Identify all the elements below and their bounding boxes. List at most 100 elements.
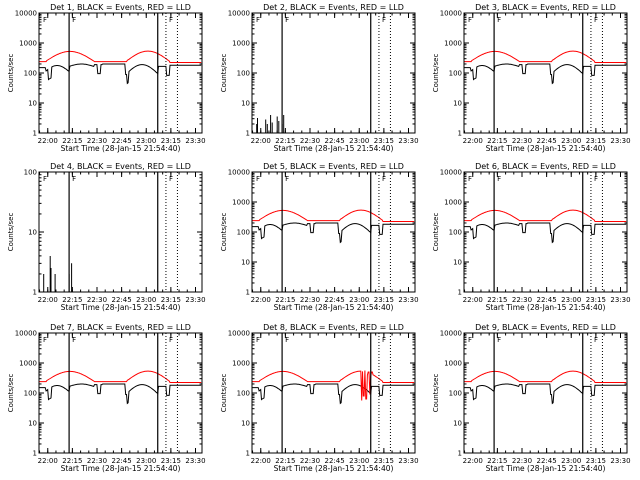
y-axis-label: Counts/sec (432, 54, 440, 93)
x-tick-label: 23:30 (185, 296, 205, 304)
x-tick-label: 23:00 (136, 137, 156, 145)
flag-label: F (169, 16, 173, 24)
flag-label: F (594, 175, 598, 183)
x-tick-label: 22:30 (512, 457, 532, 465)
x-axis-label: Start Time (28-Jan-15 21:54:40) (486, 464, 606, 473)
y-tick-label: 10000 (228, 169, 250, 177)
y-tick-label: 1000 (19, 40, 37, 48)
x-tick-label: 23:15 (586, 137, 606, 145)
series-black-line (39, 383, 202, 405)
y-tick-label: 1000 (232, 199, 250, 207)
chart-title: Det 6, BLACK = Events, RED = LLD (475, 162, 616, 171)
x-tick-label: 22:00 (38, 457, 58, 465)
y-tick-label: 10000 (15, 10, 37, 18)
y-tick-label: 10000 (440, 330, 462, 338)
y-axis-label: Counts/sec (220, 213, 228, 252)
x-tick-label: 23:30 (610, 137, 630, 145)
y-tick-label: 1000 (232, 360, 250, 368)
flag-label: F (72, 336, 76, 344)
x-tick-label: 22:00 (463, 457, 483, 465)
y-tick-label: 10 (241, 259, 250, 267)
chart-title: Det 3, BLACK = Events, RED = LLD (475, 3, 616, 12)
x-tick-label: 23:30 (185, 137, 205, 145)
flag-label: F (256, 16, 260, 24)
x-tick-label: 23:00 (136, 296, 156, 304)
x-tick-label: 22:45 (537, 296, 557, 304)
y-tick-label: 100 (237, 229, 250, 237)
x-tick-label: 22:00 (38, 296, 58, 304)
x-tick-label: 22:00 (251, 137, 271, 145)
chart-panel: Det 5, BLACK = Events, RED = LLD 1 10 100 10… (220, 162, 419, 312)
x-tick-label: 22:30 (512, 137, 532, 145)
x-tick-label: 23:15 (374, 137, 394, 145)
x-tick-label: 22:15 (275, 296, 295, 304)
y-axis-label: Counts/sec (7, 374, 15, 413)
x-tick-label: 23:00 (561, 296, 581, 304)
x-tick-label: 22:15 (487, 296, 507, 304)
flag-label: F (497, 16, 501, 24)
y-tick-label: 10 (453, 420, 462, 428)
y-tick-label: 1 (246, 130, 250, 138)
series-black-line (464, 63, 627, 85)
x-axis-label: Start Time (28-Jan-15 21:54:40) (61, 464, 181, 473)
series-red-line (39, 370, 202, 383)
chart-title: Det 8, BLACK = Events, RED = LLD (263, 323, 404, 332)
y-tick-label: 100 (449, 390, 462, 398)
y-axis-label: Counts/sec (432, 213, 440, 252)
x-tick-label: 22:30 (300, 457, 320, 465)
y-axis-label: Counts/sec (7, 54, 15, 93)
x-tick-label: 22:00 (463, 296, 483, 304)
x-axis-label: Start Time (28-Jan-15 21:54:40) (486, 303, 606, 312)
x-tick-label: 22:30 (512, 296, 532, 304)
flag-label: F (285, 336, 289, 344)
y-tick-label: 100 (24, 169, 37, 177)
x-tick-label: 23:15 (374, 457, 394, 465)
y-tick-label: 1 (458, 130, 462, 138)
y-tick-label: 100 (237, 70, 250, 78)
series-red-line (464, 209, 627, 222)
x-tick-label: 22:15 (487, 137, 507, 145)
x-tick-label: 22:00 (38, 137, 58, 145)
y-axis-label: Counts/sec (7, 213, 15, 252)
flag-label: F (72, 175, 76, 183)
chart-panel: Det 4, BLACK = Events, RED = LLD 1 10 100 Co… (7, 162, 206, 312)
y-tick-label: 10 (28, 229, 37, 237)
x-tick-label: 22:45 (112, 457, 132, 465)
y-tick-label: 100 (24, 390, 37, 398)
y-tick-label: 1 (33, 450, 37, 458)
x-tick-label: 23:00 (561, 137, 581, 145)
flag-label: F (382, 336, 386, 344)
x-tick-label: 23:30 (398, 296, 418, 304)
y-tick-label: 10 (28, 420, 37, 428)
series-black-line (464, 222, 627, 244)
flag-label: F (594, 336, 598, 344)
series-red-line (39, 50, 202, 63)
y-tick-label: 10000 (228, 10, 250, 18)
x-tick-label: 23:15 (374, 296, 394, 304)
x-tick-label: 22:45 (112, 296, 132, 304)
x-tick-label: 23:15 (161, 137, 181, 145)
x-tick-label: 22:45 (112, 137, 132, 145)
y-tick-label: 10 (453, 100, 462, 108)
x-tick-label: 22:45 (537, 137, 557, 145)
y-axis-label: Counts/sec (220, 54, 228, 93)
series-red-line (252, 370, 415, 401)
x-tick-label: 23:15 (161, 457, 181, 465)
x-axis-label: Start Time (28-Jan-15 21:54:40) (274, 464, 394, 473)
y-tick-label: 100 (449, 70, 462, 78)
y-tick-label: 1000 (444, 199, 462, 207)
y-tick-label: 1 (33, 289, 37, 297)
x-tick-label: 22:30 (300, 137, 320, 145)
x-tick-label: 22:15 (62, 457, 82, 465)
x-tick-label: 23:15 (161, 296, 181, 304)
x-tick-label: 23:15 (586, 296, 606, 304)
chart-panel: Det 3, BLACK = Events, RED = LLD 1 10 100 10… (432, 3, 631, 153)
y-tick-label: 10000 (440, 10, 462, 18)
x-tick-label: 23:30 (398, 137, 418, 145)
x-tick-label: 22:15 (62, 137, 82, 145)
chart-panel: Det 2, BLACK = Events, RED = LLD 1 10 100 10… (220, 3, 419, 153)
flag-label: F (382, 16, 386, 24)
x-tick-label: 22:45 (537, 457, 557, 465)
x-tick-label: 22:00 (463, 137, 483, 145)
